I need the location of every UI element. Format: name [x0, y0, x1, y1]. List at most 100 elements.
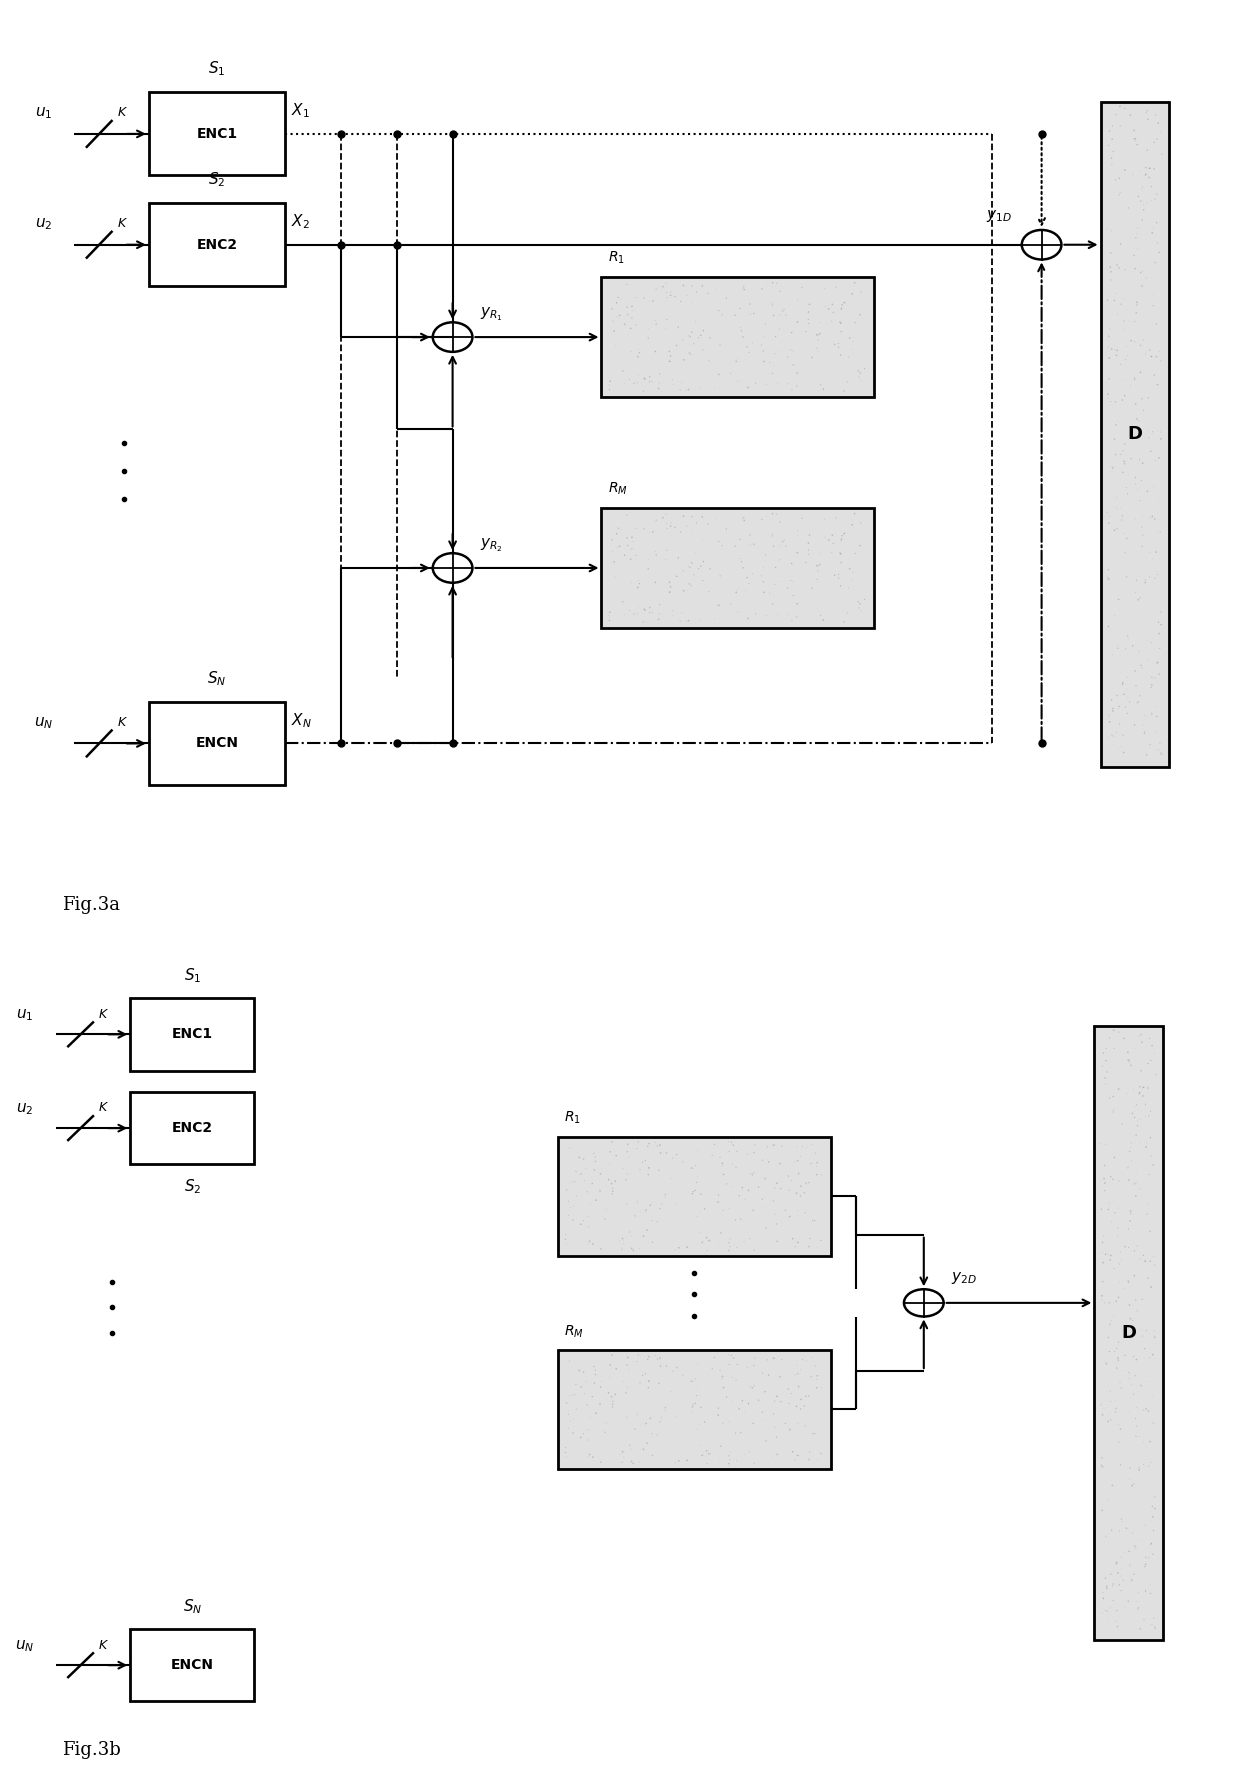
- Point: [1133, 190, 1153, 218]
- Point: [694, 1408, 714, 1437]
- Point: [782, 1437, 802, 1465]
- Point: [1094, 1039, 1114, 1067]
- Point: [1126, 298, 1146, 327]
- Point: [1132, 1321, 1152, 1350]
- Point: [733, 504, 753, 533]
- Point: [1112, 385, 1132, 414]
- Point: [1125, 366, 1145, 394]
- Point: [843, 558, 863, 586]
- Point: [719, 1236, 739, 1265]
- Point: [590, 1391, 610, 1419]
- Point: [768, 1169, 787, 1197]
- Point: [618, 300, 637, 329]
- Point: [688, 554, 708, 583]
- Point: [1104, 1034, 1123, 1062]
- Point: [1110, 1268, 1130, 1296]
- Point: [1126, 1121, 1146, 1149]
- Point: [744, 1352, 764, 1380]
- Point: [1101, 217, 1121, 245]
- Point: [615, 311, 635, 339]
- Point: [691, 321, 711, 350]
- Point: [802, 574, 822, 602]
- Point: [687, 279, 707, 307]
- Point: [1105, 1387, 1125, 1415]
- Point: [756, 272, 776, 300]
- Point: [683, 1177, 703, 1206]
- Point: [1099, 510, 1118, 538]
- Point: [826, 504, 846, 533]
- Point: [570, 1209, 590, 1238]
- Point: [808, 325, 828, 353]
- Point: [1131, 1316, 1151, 1344]
- Point: [1092, 1268, 1112, 1296]
- Point: [1130, 446, 1149, 474]
- Point: [755, 1165, 775, 1193]
- Point: [657, 510, 677, 538]
- Point: [614, 1368, 634, 1396]
- Point: [1092, 1401, 1112, 1430]
- Point: [795, 1179, 815, 1208]
- Point: [730, 1206, 750, 1234]
- Point: [653, 503, 673, 531]
- Point: [1107, 336, 1127, 364]
- Point: [786, 602, 806, 630]
- Point: [815, 293, 835, 321]
- Point: [1118, 1048, 1138, 1076]
- Point: [1101, 1405, 1121, 1433]
- Point: [781, 1167, 801, 1195]
- Point: [687, 510, 707, 538]
- Point: [733, 1387, 753, 1415]
- Point: [698, 510, 718, 538]
- Point: [1095, 1565, 1115, 1593]
- Point: [1114, 1025, 1133, 1053]
- Point: [1142, 218, 1162, 247]
- Point: [785, 1233, 805, 1261]
- Point: [729, 1181, 749, 1209]
- Point: [613, 1447, 632, 1476]
- Point: [1141, 343, 1161, 371]
- Point: [784, 581, 804, 609]
- Point: [646, 275, 666, 304]
- Point: [1130, 1021, 1149, 1050]
- Point: [1145, 1323, 1164, 1352]
- Point: [1133, 1073, 1153, 1101]
- Point: [1126, 224, 1146, 252]
- Point: [775, 1195, 795, 1224]
- Point: [1118, 1039, 1138, 1067]
- Point: [711, 1144, 730, 1172]
- Point: [1125, 1261, 1145, 1289]
- Point: [618, 524, 637, 552]
- Point: [807, 565, 827, 593]
- Point: [1126, 1534, 1146, 1563]
- Point: [732, 547, 751, 575]
- Point: [1114, 1566, 1133, 1595]
- Point: [828, 559, 848, 588]
- Point: [792, 504, 812, 533]
- Point: [770, 545, 790, 574]
- Point: [1126, 1286, 1146, 1314]
- Point: [1123, 1076, 1143, 1105]
- Point: [1151, 739, 1171, 767]
- Point: [786, 1346, 806, 1375]
- Point: [1097, 1574, 1117, 1602]
- Point: [646, 568, 666, 597]
- Point: [723, 1344, 743, 1373]
- Point: [639, 1130, 658, 1158]
- Point: [717, 515, 737, 543]
- Point: [763, 268, 782, 297]
- Point: [637, 1131, 657, 1160]
- Point: [606, 1355, 626, 1384]
- Point: [647, 1131, 667, 1160]
- Point: [770, 1149, 790, 1177]
- Point: [661, 511, 681, 540]
- Point: [756, 602, 776, 630]
- Point: [666, 1449, 686, 1478]
- Point: [1123, 1343, 1143, 1371]
- Point: [755, 1405, 775, 1433]
- Point: [789, 1373, 808, 1401]
- Point: [1142, 1611, 1162, 1639]
- Point: [743, 1408, 763, 1437]
- Point: [707, 274, 727, 302]
- Point: [831, 572, 851, 600]
- Point: [786, 371, 806, 400]
